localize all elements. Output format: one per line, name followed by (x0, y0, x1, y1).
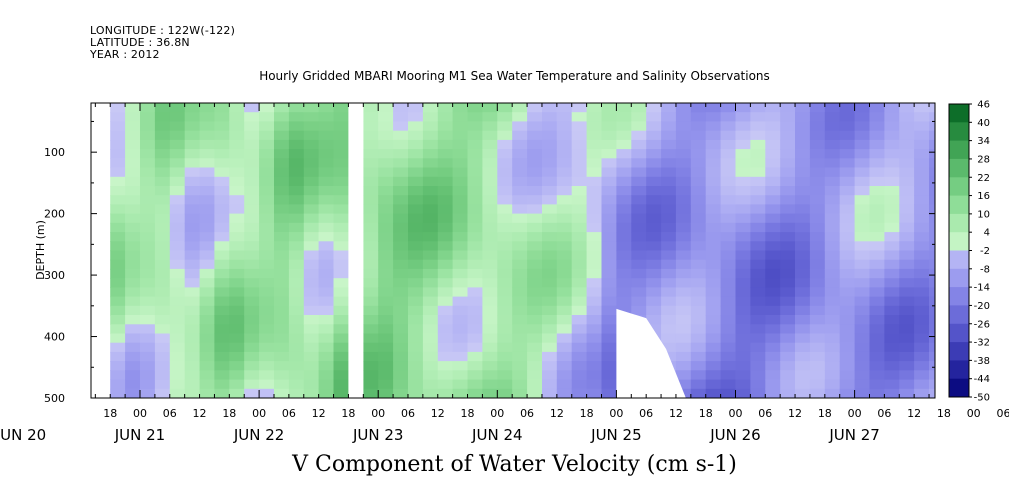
colorbar-label: 34 (977, 136, 990, 147)
colorbar-swatch (949, 122, 969, 142)
colorbar-label: 4 (984, 228, 990, 239)
colorbar-swatch (949, 104, 969, 123)
longitude-label: LONGITUDE : 122W(-122) (90, 24, 236, 37)
x-day-label: JUN 25 (590, 426, 641, 444)
year-label: YEAR : 2012 (90, 48, 160, 61)
colorbar-label: -50 (974, 393, 990, 404)
colorbar-label: -2 (980, 246, 990, 257)
colorbar-swatch (949, 232, 969, 251)
x-hour-label: 00 (609, 407, 623, 420)
x-hour-label: 12 (669, 407, 683, 420)
x-hour-label: 12 (431, 407, 445, 420)
colorbar-label: 28 (977, 154, 990, 165)
x-day-label: JUN 26 (709, 426, 760, 444)
x-hour-label: 12 (312, 407, 326, 420)
colorbar-swatch (949, 378, 969, 398)
heatmap-field (110, 103, 935, 398)
x-hour-label: 18 (580, 407, 594, 420)
x-day-label: JUN 27 (828, 426, 879, 444)
colorbar-swatch (949, 305, 969, 325)
x-hour-label: 00 (133, 407, 147, 420)
x-hour-label: 18 (699, 407, 713, 420)
colorbar-swatch (949, 158, 969, 178)
x-hour-label: 00 (967, 407, 981, 420)
y-tick-label: 100 (44, 146, 65, 159)
colorbar-label: 46 (977, 100, 990, 111)
x-hour-label: 18 (103, 407, 117, 420)
chart-title: Hourly Gridded MBARI Mooring M1 Sea Wate… (259, 69, 770, 83)
x-hour-label: 18 (222, 407, 236, 420)
colorbar-label: -14 (974, 283, 990, 294)
colorbar-swatch (949, 342, 969, 361)
x-day-label: JUN 21 (114, 426, 165, 444)
x-hour-label: 00 (848, 407, 862, 420)
colorbar: 46 40 34 28 22 16 10 4 -2 -8 -14 -20 -26 -32 -38 -44 -50 (948, 100, 990, 404)
y-tick-label: 500 (44, 392, 65, 405)
colorbar-swatch (949, 360, 969, 380)
colorbar-swatch (949, 195, 969, 215)
x-hour-label: 00 (729, 407, 743, 420)
colorbar-label: -8 (980, 264, 990, 275)
x-hour-label: 06 (163, 407, 177, 420)
x-hour-label: 18 (341, 407, 355, 420)
x-hour-label: 06 (520, 407, 534, 420)
colorbar-swatch (949, 177, 969, 197)
colorbar-swatch (949, 287, 969, 306)
y-tick-label: 300 (44, 269, 65, 282)
missing-data-region (616, 308, 686, 398)
x-hour-label: 18 (937, 407, 951, 420)
y-tick-label: 200 (44, 208, 65, 221)
latitude-label: LATITUDE : 36.8N (90, 36, 190, 49)
x-hour-label: 06 (996, 407, 1009, 420)
x-hour-label: 12 (193, 407, 207, 420)
x-hour-label: 06 (758, 407, 772, 420)
colorbar-swatch (949, 250, 969, 270)
x-hour-label: 06 (282, 407, 296, 420)
colorbar-label: 22 (977, 173, 990, 184)
x-day-label: JUN 22 (233, 426, 284, 444)
colorbar-swatch (949, 268, 969, 288)
x-hour-label: 12 (550, 407, 564, 420)
colorbar-label: -44 (974, 374, 990, 385)
colorbar-swatch (949, 213, 969, 233)
colorbar-label: -32 (974, 338, 990, 349)
x-hour-label: 06 (639, 407, 653, 420)
x-day-label: JUN 24 (471, 426, 522, 444)
colorbar-label: -20 (974, 301, 990, 312)
colorbar-label: 16 (977, 191, 990, 202)
x-hour-label: 18 (818, 407, 832, 420)
x-hour-label: 06 (401, 407, 415, 420)
x-hour-label: 06 (877, 407, 891, 420)
variable-title: V Component of Water Velocity (cm s-1) (292, 452, 737, 477)
x-hour-label: 18 (461, 407, 475, 420)
colorbar-swatch (949, 323, 969, 343)
colorbar-label: 10 (977, 209, 990, 220)
x-hour-label: 12 (907, 407, 921, 420)
x-hour-label: 00 (490, 407, 504, 420)
x-day-label: JUN 23 (352, 426, 403, 444)
plot-frame (90, 102, 936, 399)
colorbar-swatch (949, 140, 969, 160)
y-tick-label: 400 (44, 331, 65, 344)
x-hour-label: 12 (788, 407, 802, 420)
colorbar-label: -38 (974, 356, 990, 367)
colorbar-label: 40 (977, 118, 990, 129)
x-day-label: JUN 20 (0, 426, 46, 444)
x-hour-label: 00 (252, 407, 266, 420)
x-hour-label: 00 (371, 407, 385, 420)
y-axis-label: DEPTH (m) (34, 220, 47, 280)
colorbar-label: -26 (974, 319, 990, 330)
